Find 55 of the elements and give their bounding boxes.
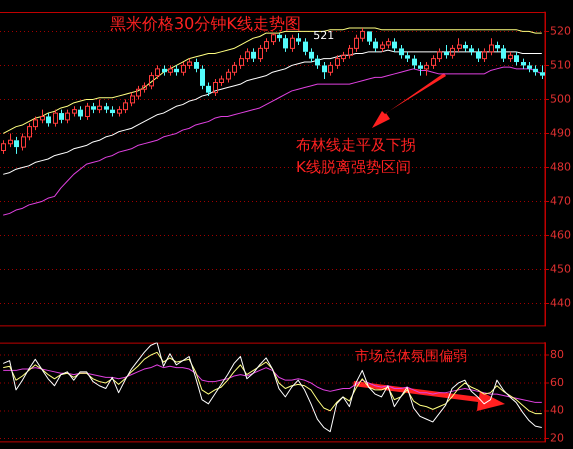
candlestick bbox=[405, 51, 410, 63]
y-tick-label: 450 bbox=[550, 262, 571, 276]
candlestick bbox=[527, 62, 532, 73]
candlestick bbox=[309, 48, 314, 63]
y-tick-label: 460 bbox=[550, 228, 571, 242]
candlestick bbox=[469, 44, 474, 56]
y-tick-label: 440 bbox=[550, 296, 571, 310]
candlestick bbox=[392, 38, 397, 52]
annotation: 布林线走平及下拐 bbox=[296, 136, 416, 154]
y-tick-label: 40 bbox=[550, 404, 564, 417]
candlestick bbox=[424, 62, 429, 76]
candlestick bbox=[463, 41, 468, 52]
y-tick-label: 60 bbox=[550, 376, 564, 389]
y-tick-label: 80 bbox=[550, 348, 564, 361]
y-tick-label: 520 bbox=[550, 24, 571, 38]
chart-title: 黑米价格30分钟K线走势图 bbox=[110, 14, 301, 34]
candlestick bbox=[489, 38, 494, 56]
candlestick bbox=[8, 132, 13, 148]
candlestick bbox=[303, 38, 308, 56]
y-tick-label: 490 bbox=[550, 126, 571, 140]
y-tick-label: 510 bbox=[550, 58, 571, 72]
candlestick bbox=[110, 106, 115, 117]
annotation: 市场总体氛围偏弱 bbox=[355, 348, 467, 365]
candlestick bbox=[373, 38, 378, 52]
y-tick-label: 20 bbox=[550, 431, 564, 444]
candlestick bbox=[418, 62, 423, 76]
candlestick bbox=[495, 41, 500, 52]
candlestick bbox=[78, 106, 83, 120]
y-tick-label: 470 bbox=[550, 194, 571, 208]
candlestick bbox=[476, 48, 481, 63]
candlestick bbox=[97, 98, 102, 114]
candlestick bbox=[322, 62, 327, 80]
candlestick bbox=[514, 51, 519, 66]
candlestick bbox=[457, 38, 462, 52]
candlestick bbox=[251, 48, 256, 63]
candlestick bbox=[200, 64, 205, 90]
candlestick bbox=[271, 32, 276, 46]
candlestick bbox=[14, 136, 19, 154]
y-tick-label: 480 bbox=[550, 160, 571, 174]
candlestick bbox=[194, 58, 199, 73]
candlestick bbox=[46, 112, 51, 128]
candlestick bbox=[367, 31, 372, 46]
candlestick bbox=[399, 44, 404, 60]
candlestick bbox=[283, 34, 288, 52]
candlestick bbox=[521, 58, 526, 70]
candlestick bbox=[296, 32, 301, 46]
y-tick-label: 500 bbox=[550, 92, 571, 106]
candlestick bbox=[59, 109, 64, 124]
candlestick bbox=[412, 54, 417, 70]
annotation: K线脱离强势区间 bbox=[296, 158, 411, 176]
annotation: 521 bbox=[313, 28, 334, 42]
candlestick bbox=[315, 54, 320, 70]
candlestick bbox=[40, 109, 45, 124]
candlestick bbox=[206, 82, 211, 97]
candlestick bbox=[501, 44, 506, 63]
